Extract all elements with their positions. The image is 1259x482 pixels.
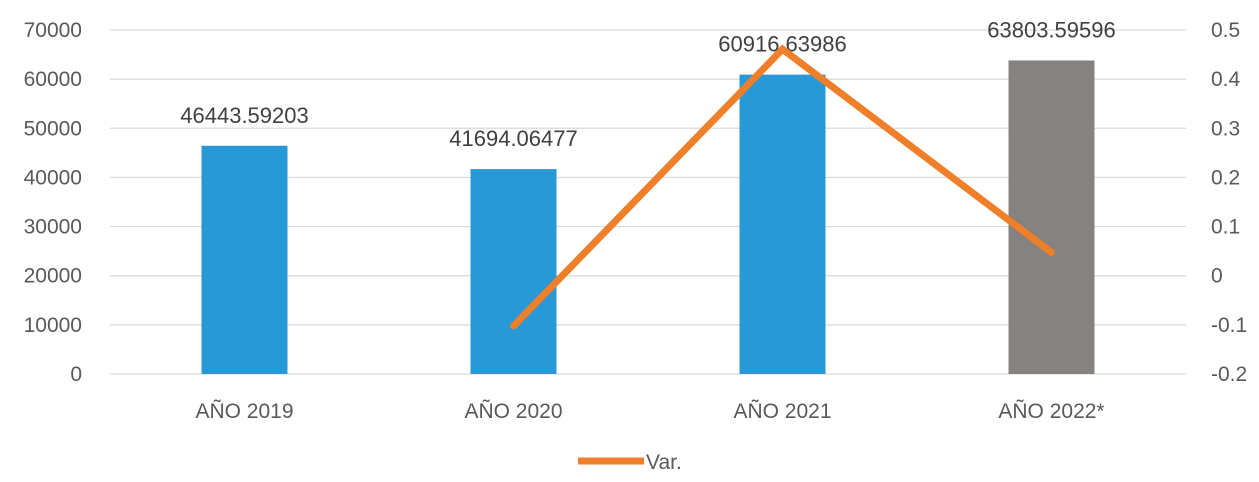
right-tick-label: -0.1 (1211, 314, 1247, 337)
bar-series (201, 60, 1095, 375)
category-axis: AÑO 2019 AÑO 2020 AÑO 2021 AÑO 2022* (195, 399, 1104, 423)
right-tick-label: -0.2 (1211, 363, 1247, 386)
left-tick-label: 30000 (24, 216, 82, 239)
gridlines (110, 29, 1186, 375)
bar-value-label: 63803.59596 (987, 17, 1115, 42)
left-tick-label: 20000 (24, 265, 82, 288)
left-tick-label: 0 (70, 363, 82, 386)
bar (739, 74, 826, 374)
category-label: AÑO 2021 (733, 399, 831, 423)
legend: Var. (578, 451, 682, 474)
bar (470, 169, 557, 374)
category-label: AÑO 2022* (998, 399, 1104, 423)
left-tick-label: 50000 (24, 117, 82, 140)
bar (1008, 60, 1095, 375)
line-series (510, 44, 1055, 330)
right-tick-label: 0.5 (1211, 19, 1240, 42)
left-tick-label: 70000 (24, 19, 82, 42)
left-tick-label: 10000 (24, 314, 82, 337)
bar-value-label: 41694.06477 (449, 126, 577, 151)
left-tick-label: 40000 (24, 166, 82, 189)
bar-value-label: 46443.59203 (180, 103, 308, 128)
right-y-axis: -0.2 -0.1 0 0.1 0.2 0.3 0.4 0.5 (1211, 19, 1247, 386)
right-tick-label: 0.4 (1211, 68, 1241, 91)
bar-data-labels: 46443.5920341694.0647760916.6398663803.5… (180, 17, 1115, 151)
right-tick-label: 0 (1211, 265, 1223, 288)
legend-label-var: Var. (646, 451, 682, 474)
left-y-axis: 0 10000 20000 30000 40000 50000 60000 70000 (24, 19, 82, 386)
right-tick-label: 0.1 (1211, 216, 1240, 239)
bar (201, 145, 288, 374)
right-tick-label: 0.3 (1211, 117, 1240, 140)
right-tick-label: 0.2 (1211, 166, 1240, 189)
category-label: AÑO 2019 (195, 399, 293, 423)
left-tick-label: 60000 (24, 68, 82, 91)
category-label: AÑO 2020 (464, 399, 562, 423)
